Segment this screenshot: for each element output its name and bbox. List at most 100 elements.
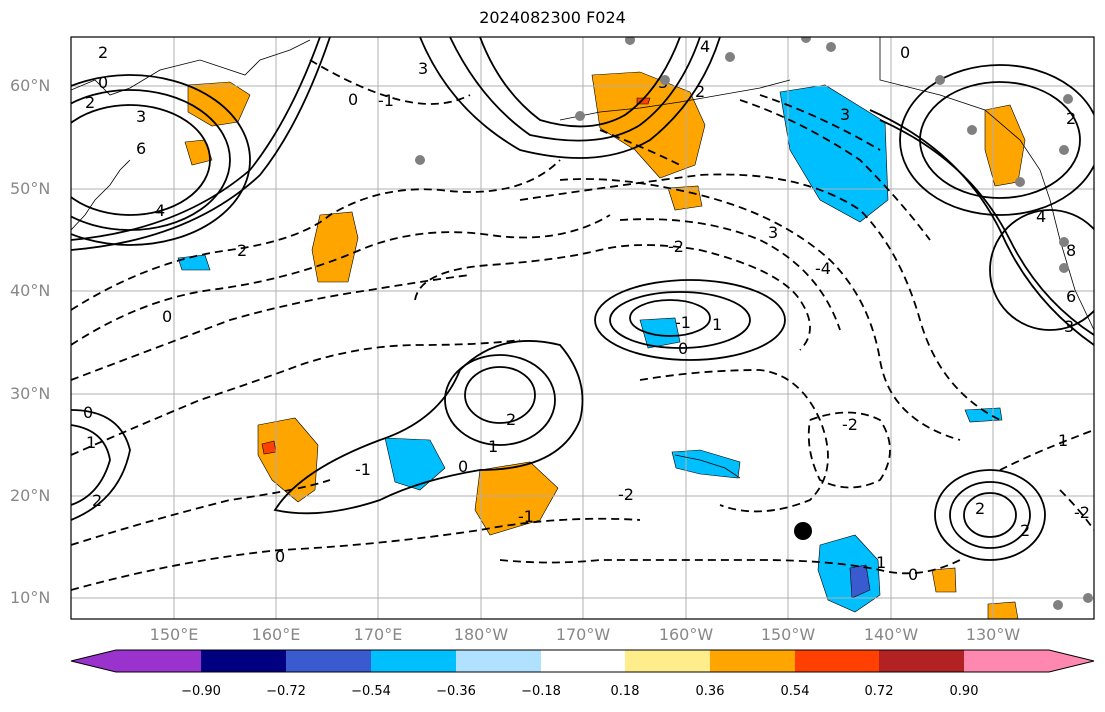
shade-orange-6 [667, 185, 703, 211]
contour-pos-east-low-1 [934, 469, 1046, 561]
contour-pos-jet-1 [71, 37, 321, 241]
contour-neg-2 [71, 214, 611, 346]
contour-label: 0 [458, 457, 468, 476]
contour-neg-18 [739, 99, 931, 241]
contour-label: -1 [518, 507, 534, 526]
station-dot [1015, 177, 1025, 187]
contour-label: 2 [1020, 521, 1030, 540]
lon-label-180w: 180°W [453, 625, 509, 644]
contour-label: 0 [908, 565, 918, 584]
contour-pos-gulf-2 [919, 81, 1081, 199]
contour-label: 6 [1066, 287, 1076, 306]
contours-positive [71, 37, 1094, 561]
colorbar-seg-1 [201, 650, 286, 672]
contour-label: 2 [98, 43, 108, 62]
colorbar [70, 649, 1095, 673]
colorbar-seg-0 [71, 650, 201, 672]
shade-orange-9 [931, 567, 957, 593]
colorbar-outline [70, 649, 1095, 673]
contour-pos-aleutian-1 [419, 37, 721, 159]
contour-label: 4 [700, 37, 710, 56]
contour-label: 2 [85, 93, 95, 112]
contour-label: 4 [155, 201, 165, 220]
station-dot [1059, 237, 1069, 247]
contour-label: 1 [488, 437, 498, 456]
contour-labels: 2 0 2 3 6 4 0 3 2 0 -1 0 3 2 4 3 -2 -4 3… [83, 37, 1090, 584]
colorbar-seg-9 [879, 650, 964, 672]
station-dot [1063, 94, 1073, 104]
contour-label: 3 [136, 107, 146, 126]
contour-pos-low-w3 [71, 74, 251, 246]
contour-label: -2 [842, 415, 858, 434]
colorbar-tick: −0.72 [266, 684, 306, 699]
contour-pos-aleutian-3 [479, 37, 681, 128]
colorbar-seg-2 [286, 650, 371, 672]
lon-label-130w: 130°W [965, 625, 1021, 644]
colorbar-tick: 0.18 [610, 684, 640, 699]
colorbar-seg-7 [710, 650, 795, 672]
contour-neg-4 [414, 244, 811, 351]
contour-pos-trop-1 [273, 340, 584, 515]
contour-neg-7 [519, 173, 1001, 421]
contour-neg-19 [759, 94, 881, 151]
contour-label: 1 [1058, 431, 1068, 450]
colorbar-tick: 0.54 [780, 684, 810, 699]
contour-label: -1 [378, 91, 394, 110]
contour-neg-6 [619, 218, 841, 331]
colorbar-tick: −0.18 [521, 684, 561, 699]
lon-label-170e: 170°E [353, 625, 403, 644]
shade-orange-8 [474, 461, 559, 536]
contour-pos-low-w1 [71, 104, 211, 216]
lon-label-150w: 150°W [760, 625, 816, 644]
shade-orange-2 [184, 139, 213, 166]
shade-darkblue-1 [849, 564, 871, 599]
shade-blue-3 [639, 317, 681, 349]
contour-label: -2 [668, 237, 684, 256]
coast-kuril [71, 159, 131, 231]
contour-neg-9 [71, 479, 331, 546]
contour-neg-5 [559, 178, 961, 441]
lon-label-160w: 160°W [658, 625, 714, 644]
lon-label-140w: 140°W [863, 625, 919, 644]
contour-label: 0 [348, 90, 358, 109]
lon-label-150e: 150°E [149, 625, 199, 644]
contour-label: 0 [900, 43, 910, 62]
contour-pos-east-2 [879, 119, 1094, 336]
contour-label: 3 [1064, 317, 1074, 336]
contour-pos-aleutian-2 [449, 37, 701, 142]
shade-orange-10 [987, 601, 1019, 619]
contour-pos-gulf-1 [899, 64, 1094, 216]
station-dot [575, 111, 585, 121]
contour-label: 2 [92, 491, 102, 510]
contour-label: 0 [678, 339, 688, 358]
lat-label-30n: 30°N [10, 384, 51, 403]
map-frame [70, 36, 1095, 620]
station-markers [415, 37, 1093, 610]
contour-label: 2 [237, 241, 247, 260]
contour-label: -1 [355, 460, 371, 479]
shade-blue-4 [384, 437, 446, 491]
station-dot [1059, 263, 1069, 273]
station-dot [1083, 593, 1093, 603]
lon-label-170w: 170°W [555, 625, 611, 644]
colorbar-tick: 0.72 [864, 684, 894, 699]
contour-pos-east-low-3 [963, 492, 1017, 538]
contour-neg-15 [1059, 489, 1094, 531]
colorbar-seg-4 [456, 650, 541, 672]
contour-label: -4 [815, 259, 831, 278]
contour-neg-10 [71, 517, 641, 591]
shade-blue-5 [671, 449, 741, 479]
contour-pos-trop-3 [464, 366, 536, 424]
contour-label: -2 [1074, 503, 1090, 522]
contour-label: 3 [768, 223, 778, 242]
contour-label: 1 [876, 553, 886, 572]
contour-label: 3 [418, 59, 428, 78]
station-dot [935, 75, 945, 85]
shade-orange-3 [591, 71, 706, 179]
contour-label: 2 [1066, 109, 1076, 128]
contour-neg-11 [639, 369, 829, 513]
contour-neg-17 [599, 129, 681, 166]
contour-pos-mid-2 [609, 291, 751, 349]
station-dot [625, 37, 635, 45]
